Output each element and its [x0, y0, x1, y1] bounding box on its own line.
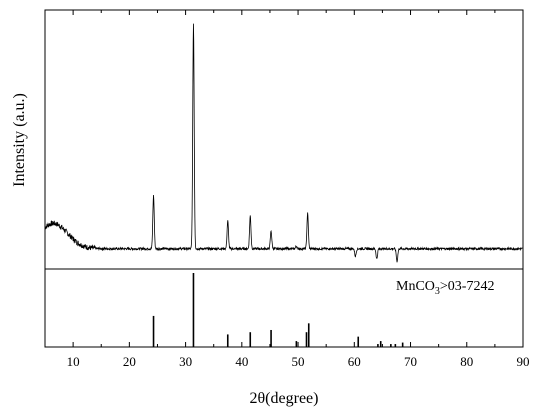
x-tick-label: 60 [348, 354, 361, 369]
x-tick-label: 40 [235, 354, 248, 369]
reference-sticks [152, 273, 404, 347]
x-tick-label: 30 [179, 354, 192, 369]
x-axis-tick-labels: 10 20 30 40 50 60 70 80 90 [67, 354, 530, 369]
x-tick-label: 80 [460, 354, 473, 369]
x-axis-ticks [44, 10, 524, 347]
x-tick-label: 50 [292, 354, 305, 369]
x-axis-title: 2θ(degree) [250, 390, 319, 407]
x-tick-label: 20 [123, 354, 136, 369]
y-axis-title: Intensity (a.u.) [11, 93, 28, 187]
reference-label: MnCO3>03-7242 [396, 279, 494, 297]
top-panel-frame [44, 9, 524, 270]
bottom-panel-frame [44, 268, 524, 348]
x-tick-label: 90 [517, 354, 530, 369]
x-tick-label: 70 [404, 354, 417, 369]
xrd-pattern-line [44, 23, 524, 263]
x-tick-label: 10 [67, 354, 80, 369]
